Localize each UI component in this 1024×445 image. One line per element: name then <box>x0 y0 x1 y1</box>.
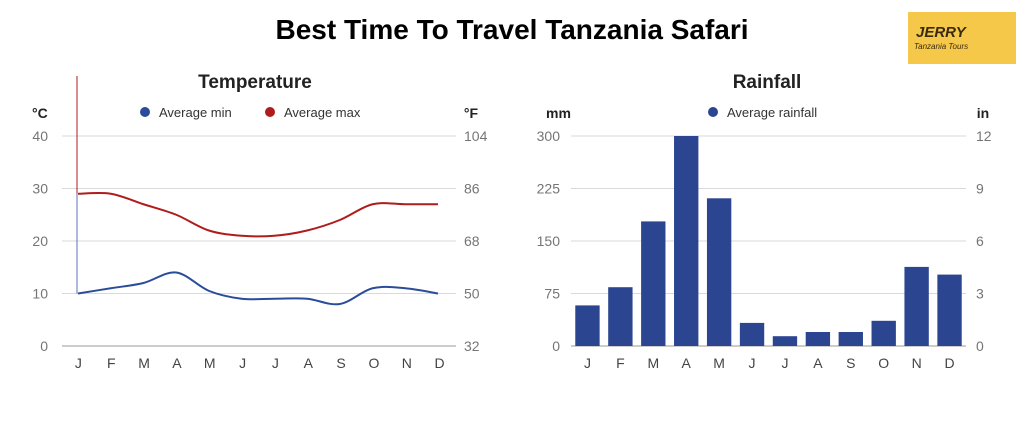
x-tick-label: M <box>204 355 216 371</box>
y-tick-label-right: 6 <box>976 233 984 249</box>
x-tick-label: F <box>616 355 625 371</box>
legend-label: Average max <box>284 105 361 120</box>
bar <box>772 336 798 346</box>
x-tick-label: O <box>368 355 379 371</box>
legend-label: Average rainfall <box>727 105 817 120</box>
y-tick-label-left: 10 <box>32 286 48 302</box>
x-tick-label: D <box>944 355 954 371</box>
x-tick-label: F <box>107 355 116 371</box>
bar <box>904 266 929 346</box>
y-tick-label-right: 104 <box>464 128 488 144</box>
x-tick-label: M <box>713 355 725 371</box>
y-tick-label-left: 0 <box>40 338 48 354</box>
x-tick-label: N <box>402 355 412 371</box>
x-tick-label: A <box>682 355 692 371</box>
x-tick-label: A <box>304 355 314 371</box>
y-tick-label-left: 75 <box>544 286 560 302</box>
x-tick-label: J <box>749 355 756 371</box>
y-tick-label-left: 20 <box>32 233 48 249</box>
y-tick-label-right: 3 <box>976 286 984 302</box>
series-line <box>77 271 439 306</box>
x-tick-label: J <box>272 355 279 371</box>
x-tick-label: O <box>878 355 889 371</box>
x-tick-label: M <box>138 355 150 371</box>
y-tick-label-left: 40 <box>32 128 48 144</box>
y-tick-label-right: 68 <box>464 233 480 249</box>
x-tick-label: A <box>813 355 823 371</box>
y-axis-unit-right: °F <box>464 105 479 121</box>
y-tick-label-right: 86 <box>464 181 480 197</box>
x-tick-label: N <box>912 355 922 371</box>
x-tick-label: J <box>584 355 591 371</box>
bar <box>608 287 633 346</box>
bar <box>838 332 863 346</box>
x-tick-label: M <box>647 355 659 371</box>
y-tick-label-left: 30 <box>32 181 48 197</box>
y-axis-unit-right: in <box>977 105 989 121</box>
bar <box>805 332 831 346</box>
x-tick-label: S <box>336 355 345 371</box>
legend-marker <box>708 107 718 117</box>
y-tick-label-right: 0 <box>976 338 984 354</box>
y-tick-label-left: 150 <box>537 233 561 249</box>
x-tick-label: S <box>846 355 855 371</box>
chart-title: Rainfall <box>733 72 802 93</box>
series-line <box>77 191 438 238</box>
page-title: Best Time To Travel Tanzania Safari <box>275 14 749 45</box>
bar <box>641 221 666 346</box>
y-tick-label-left: 0 <box>552 338 560 354</box>
legend-marker <box>265 107 275 117</box>
brand-logo: JERRY Tanzania Tours <box>908 12 1016 64</box>
bar <box>937 274 962 346</box>
bar <box>706 198 732 346</box>
y-tick-label-left: 300 <box>537 128 561 144</box>
logo-subtitle: Tanzania Tours <box>914 42 969 51</box>
logo-name: JERRY <box>916 24 966 41</box>
legend-label: Average min <box>159 105 232 120</box>
bar <box>575 305 600 346</box>
x-tick-label: A <box>172 355 182 371</box>
x-tick-label: J <box>75 355 82 371</box>
chart-title: Temperature <box>198 72 312 93</box>
y-tick-label-right: 12 <box>976 128 992 144</box>
y-tick-label-right: 50 <box>464 286 480 302</box>
legend-marker <box>140 107 150 117</box>
x-tick-label: D <box>435 355 445 371</box>
y-tick-label-left: 225 <box>537 181 561 197</box>
y-tick-label-right: 32 <box>464 338 480 354</box>
bar <box>871 320 896 346</box>
x-tick-label: J <box>239 355 246 371</box>
y-axis-unit-left: mm <box>546 105 571 121</box>
bar <box>739 322 765 346</box>
x-tick-label: J <box>781 355 788 371</box>
bar <box>674 136 699 346</box>
y-tick-label-right: 9 <box>976 181 984 197</box>
y-axis-unit-left: °C <box>32 105 48 121</box>
